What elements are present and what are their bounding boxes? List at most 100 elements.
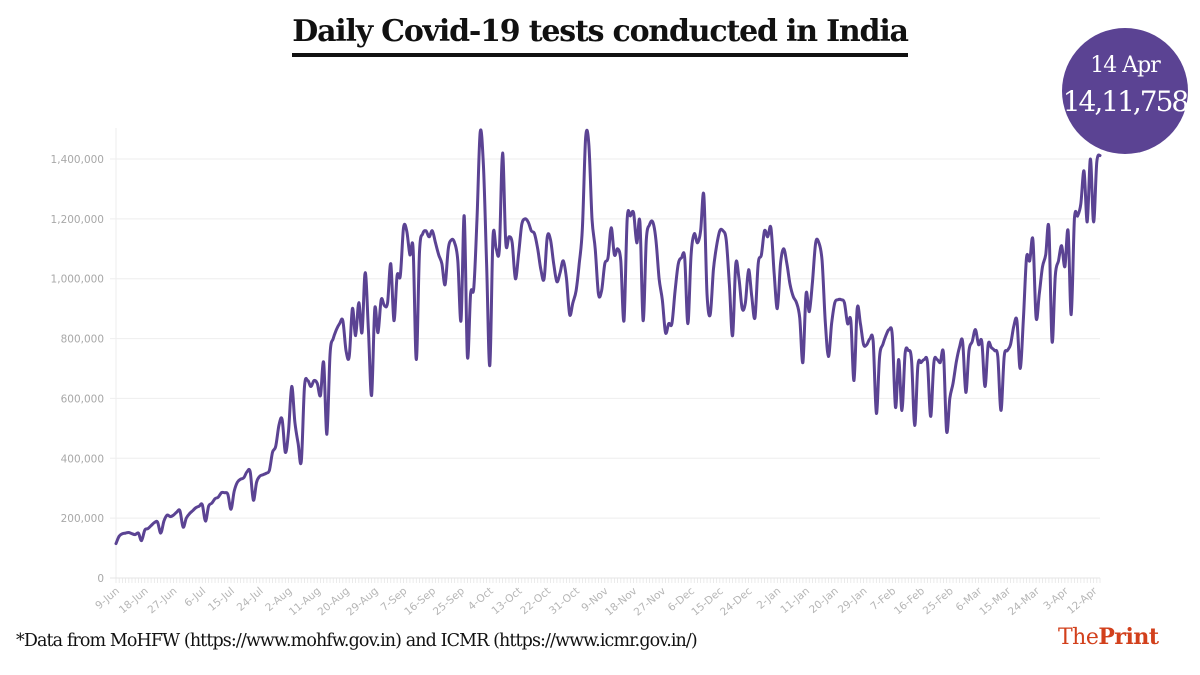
- data-point: [798, 316, 801, 319]
- data-point: [543, 277, 546, 280]
- data-point: [862, 343, 865, 346]
- data-point: [402, 226, 405, 229]
- data-point: [587, 143, 590, 146]
- data-point: [249, 470, 252, 473]
- data-point: [472, 286, 475, 289]
- data-point: [1047, 226, 1050, 229]
- data-point: [1099, 154, 1102, 157]
- data-point: [792, 295, 795, 298]
- data-point: [198, 505, 201, 508]
- data-point: [434, 241, 437, 244]
- data-point: [447, 247, 450, 250]
- data-point: [894, 406, 897, 409]
- data-point: [351, 307, 354, 310]
- data-point: [265, 472, 268, 475]
- data-point: [479, 131, 482, 134]
- data-point: [1092, 220, 1095, 223]
- data-point: [865, 343, 868, 346]
- data-point: [932, 361, 935, 364]
- brand-logo-print: Print: [1098, 624, 1159, 650]
- data-point: [757, 262, 760, 265]
- data-point: [175, 511, 178, 514]
- data-point: [348, 355, 351, 358]
- data-point: [169, 515, 172, 518]
- data-point: [207, 505, 210, 508]
- data-point: [325, 433, 328, 436]
- data-point: [654, 238, 657, 241]
- data-point: [115, 542, 118, 545]
- x-tick-label: 18-Jun: [117, 585, 151, 616]
- y-tick-label: 800,000: [61, 334, 104, 346]
- data-point: [562, 259, 565, 262]
- data-point: [680, 256, 683, 259]
- data-point: [546, 235, 549, 238]
- data-point: [539, 268, 542, 271]
- data-point: [536, 247, 539, 250]
- data-point: [750, 295, 753, 298]
- data-point: [904, 352, 907, 355]
- chart-title: Daily Covid-19 tests conducted in India: [0, 14, 1200, 57]
- data-point: [987, 343, 990, 346]
- data-point: [642, 319, 645, 322]
- data-point: [555, 280, 558, 283]
- data-point: [217, 496, 220, 499]
- data-point: [284, 451, 287, 454]
- x-tick-label: 11-Aug: [287, 585, 323, 618]
- brand-logo-the: The: [1058, 625, 1099, 650]
- y-tick-label: 0: [97, 573, 104, 585]
- callout-value: 14,11,758: [1062, 85, 1190, 118]
- data-point: [124, 532, 127, 535]
- data-point: [444, 283, 447, 286]
- data-point: [584, 137, 587, 140]
- data-point: [581, 226, 584, 229]
- data-point: [392, 319, 395, 322]
- data-point: [738, 277, 741, 280]
- data-point: [488, 364, 491, 367]
- data-point: [511, 241, 514, 244]
- data-point: [1015, 319, 1018, 322]
- x-tick-label: 6-Jul: [182, 585, 208, 609]
- data-point: [1063, 265, 1066, 268]
- data-point: [293, 421, 296, 424]
- data-point: [888, 328, 891, 331]
- data-point: [702, 193, 705, 196]
- data-point: [380, 298, 383, 301]
- data-point: [731, 334, 734, 337]
- data-point: [204, 520, 207, 523]
- data-point: [146, 527, 149, 530]
- data-point: [849, 319, 852, 322]
- data-point: [872, 340, 875, 343]
- data-point: [1089, 158, 1092, 161]
- data-point: [913, 424, 916, 427]
- data-point: [230, 508, 233, 511]
- data-point: [984, 385, 987, 388]
- data-point: [939, 361, 942, 364]
- data-point: [1044, 253, 1047, 256]
- data-point: [191, 509, 194, 512]
- data-point: [501, 152, 504, 155]
- data-point: [891, 334, 894, 337]
- data-point: [373, 307, 376, 310]
- x-tick-label: 29-Aug: [344, 585, 380, 618]
- data-point: [958, 346, 961, 349]
- data-point: [859, 322, 862, 325]
- data-point: [952, 382, 955, 385]
- data-point: [900, 409, 903, 412]
- data-point: [773, 271, 776, 274]
- data-point: [466, 355, 469, 358]
- data-point: [1060, 244, 1063, 247]
- data-point: [600, 289, 603, 292]
- data-point: [990, 346, 993, 349]
- data-point: [159, 532, 162, 535]
- y-tick-label: 200,000: [61, 513, 104, 525]
- data-point: [670, 322, 673, 325]
- data-point: [549, 238, 552, 241]
- data-point: [789, 283, 792, 286]
- data-point: [185, 517, 188, 520]
- data-point: [623, 319, 626, 322]
- source-note: *Data from MoHFW (https://www.mohfw.gov.…: [16, 631, 698, 651]
- data-point: [127, 531, 130, 534]
- data-point: [428, 235, 431, 238]
- data-point: [648, 223, 651, 226]
- data-point: [520, 223, 523, 226]
